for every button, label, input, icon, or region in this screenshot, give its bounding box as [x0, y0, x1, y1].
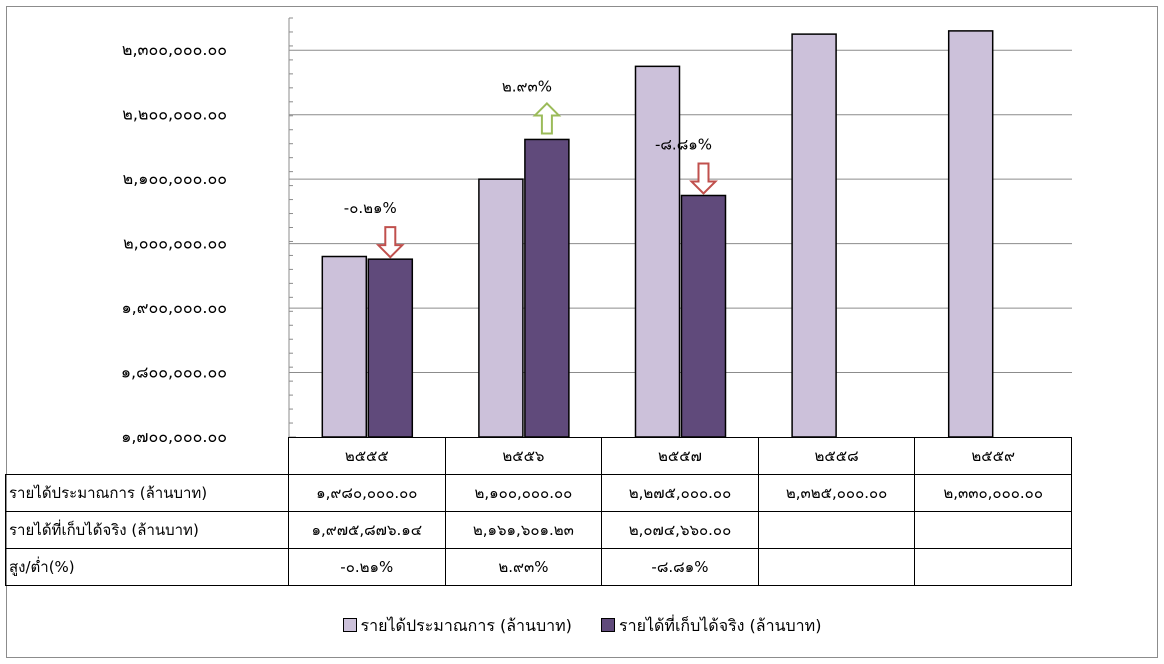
y-tick-label: ๒,๒๐๐,๐๐๐.๐๐: [122, 105, 227, 124]
annotation-label: -๘.๘๑%: [655, 135, 712, 153]
annotation-label: ๒.๙๓%: [502, 77, 552, 95]
table-cell: [757, 548, 916, 586]
category-label: ๒๕๕๘: [757, 437, 916, 475]
legend-item-actual: รายได้ที่เก็บได้จริง (ล้านบาท): [601, 614, 821, 639]
table-row-estimated: รายได้ประมาณการ (ล้านบาท) ๑,๙๘๐,๐๐๐.๐๐ ๒…: [5, 474, 1072, 512]
table-cell: ๒,๑๖๑,๖๐๑.๒๓: [444, 511, 603, 549]
table-cell: ๒,๑๐๐,๐๐๐.๐๐: [444, 474, 603, 512]
y-tick-label: ๑,๙๐๐,๐๐๐.๐๐: [122, 298, 228, 317]
table-row-actual: รายได้ที่เก็บได้จริง (ล้านบาท) ๑,๙๗๕,๘๗๖…: [5, 511, 1072, 549]
category-label: ๒๕๕๙: [914, 437, 1072, 475]
y-tick-label: ๑,๘๐๐,๐๐๐.๐๐: [121, 363, 227, 382]
bar-estimated: [947, 30, 994, 438]
down-arrow-icon: [689, 162, 718, 195]
table-cell: [914, 548, 1072, 586]
bar-estimated: [791, 33, 837, 438]
annotation-label: -๐.๒๑%: [344, 199, 397, 217]
data-table: ๒๕๕๕ ๒๕๕๖ ๒๕๕๗ ๒๕๕๘ ๒๕๕๙ รายได้ประมาณการ…: [5, 437, 1072, 586]
category-label: ๒๕๕๗: [601, 437, 759, 475]
table-cell: ๑,๙๘๐,๐๐๐.๐๐: [288, 474, 446, 512]
bar-actual: [680, 194, 727, 438]
y-tick-label: ๒,๑๐๐,๐๐๐.๐๐: [123, 169, 227, 188]
legend-label: รายได้ประมาณการ (ล้านบาท): [360, 616, 572, 635]
bar-estimated: [634, 65, 681, 438]
table-cell: -๘.๘๑%: [601, 548, 759, 586]
category-label: ๒๕๕๖: [444, 437, 603, 475]
row-label: สูง/ต่ำ(%): [5, 548, 289, 586]
legend: รายได้ประมาณการ (ล้านบาท) รายได้ที่เก็บไ…: [0, 614, 1164, 639]
legend-swatch: [342, 618, 357, 632]
table-cell: ๒,๓๒๕,๐๐๐.๐๐: [757, 474, 916, 512]
bar-actual: [524, 138, 570, 438]
legend-swatch: [601, 618, 615, 632]
table-cell: [914, 511, 1072, 549]
row-label: รายได้ประมาณการ (ล้านบาท): [5, 474, 289, 512]
up-arrow-icon: [532, 102, 562, 135]
table-cell: [757, 511, 916, 549]
category-label: ๒๕๕๕: [288, 437, 446, 475]
bar-estimated: [478, 178, 524, 438]
chart-frame: [6, 6, 1158, 658]
table-cell: -๐.๒๑%: [288, 548, 446, 586]
legend-item-estimated: รายได้ประมาณการ (ล้านบาท): [342, 614, 572, 639]
y-tick-label: ๒,๐๐๐,๐๐๐.๐๐: [123, 234, 227, 253]
table-cell: ๒.๙๓%: [444, 548, 603, 586]
table-cell: ๑,๙๗๕,๘๗๖.๑๔: [288, 511, 446, 549]
table-corner: [5, 437, 289, 475]
table-cell: ๒,๓๓๐,๐๐๐.๐๐: [914, 474, 1072, 512]
row-label: รายได้ที่เก็บได้จริง (ล้านบาท): [5, 511, 289, 549]
table-header-row: ๒๕๕๕ ๒๕๕๖ ๒๕๕๗ ๒๕๕๘ ๒๕๕๙: [5, 437, 1072, 475]
table-row-diff: สูง/ต่ำ(%) -๐.๒๑% ๒.๙๓% -๘.๘๑%: [5, 548, 1072, 586]
bar-actual: [367, 258, 414, 438]
table-cell: ๒,๐๗๔,๖๖๐.๐๐: [601, 511, 759, 549]
y-tick-label: ๒,๓๐๐,๐๐๐.๐๐: [122, 40, 227, 59]
bar-estimated: [321, 255, 368, 438]
legend-label: รายได้ที่เก็บได้จริง (ล้านบาท): [619, 616, 822, 635]
down-arrow-icon: [375, 226, 405, 259]
table-cell: ๒,๒๗๕,๐๐๐.๐๐: [601, 474, 759, 512]
